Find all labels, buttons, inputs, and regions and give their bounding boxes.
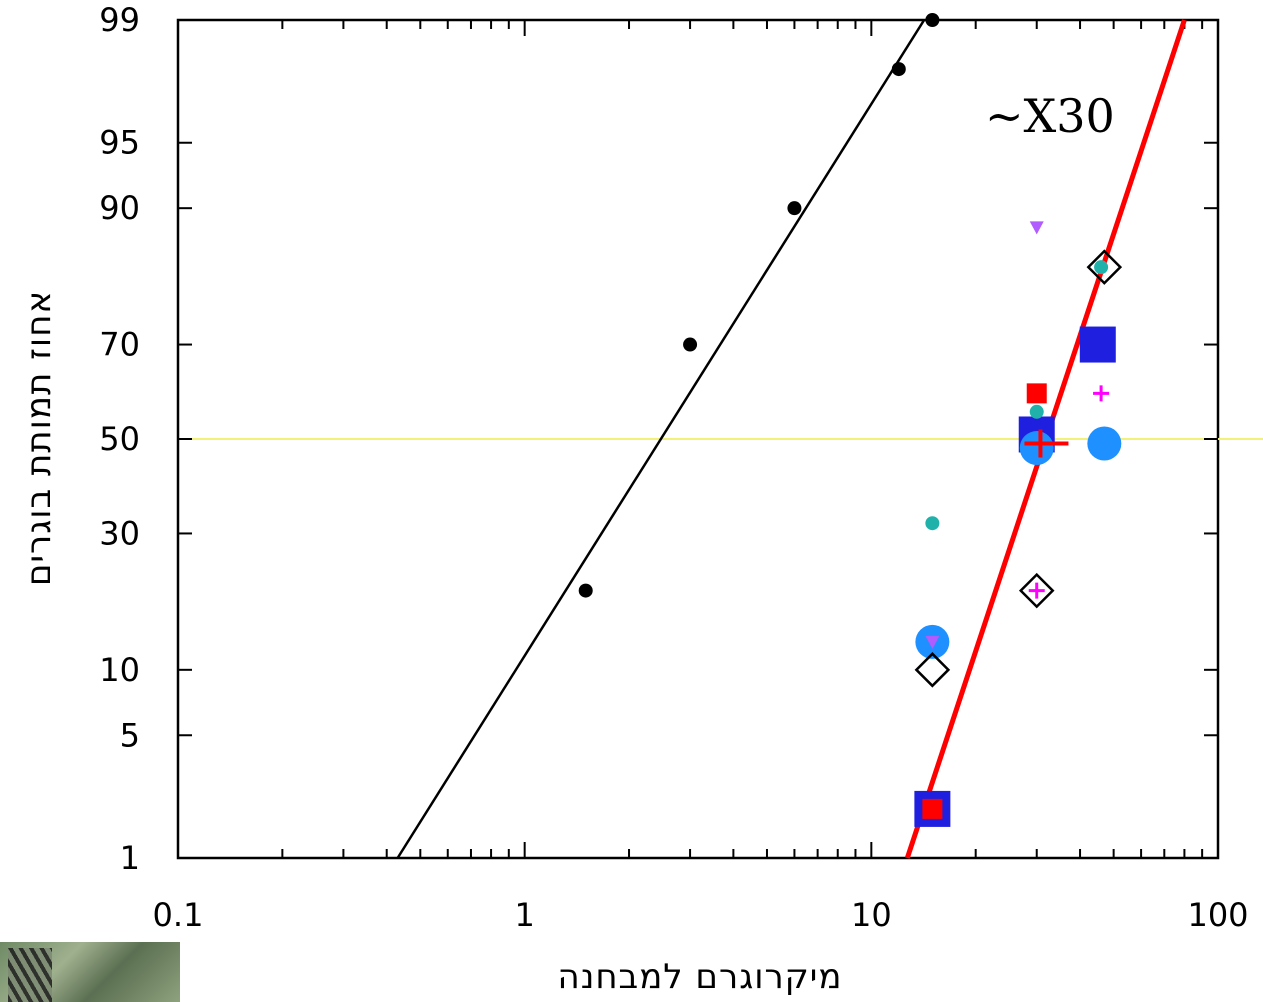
point-plus	[1028, 582, 1045, 599]
x-tick-label: 0.1	[153, 896, 204, 934]
point-diamond	[914, 652, 951, 688]
point-circle-small	[925, 13, 940, 27]
point-circle-small	[925, 516, 940, 531]
point-square-small	[1026, 383, 1047, 404]
point-square	[1079, 326, 1116, 363]
y-tick-label: 90	[99, 189, 140, 227]
tick-labels: 0.1 1 10 100 1 5 10 30 50 70 90 95 99	[99, 1, 1248, 934]
y-tick-label: 10	[99, 651, 140, 689]
point-circle-small	[578, 583, 593, 598]
point-diamond	[1086, 249, 1123, 285]
point-plus	[1093, 385, 1110, 402]
fit-line-susceptible	[396, 19, 926, 859]
y-tick-label: 1	[120, 839, 140, 877]
point-triangle-down	[925, 635, 940, 649]
annotation-x30: ~X30	[985, 89, 1115, 143]
y-axis-label: אחוז תמותת בוגרים	[19, 290, 59, 586]
insect-photo	[0, 942, 180, 1002]
y-tick-label: 50	[99, 420, 140, 458]
point-plus-large	[1024, 429, 1069, 458]
y-tick-label: 30	[99, 514, 140, 552]
point-circle-small	[891, 62, 906, 77]
y-tick-label: 70	[99, 326, 140, 364]
y-tick-label: 95	[99, 124, 140, 162]
point-circle-small	[683, 337, 698, 352]
x-tick-label: 100	[1187, 896, 1248, 934]
y-tick-label: 5	[120, 716, 140, 754]
point-square-small	[922, 798, 943, 819]
x-tick-label: 1	[514, 896, 534, 934]
axis-ticks	[178, 20, 1218, 858]
point-circle-small	[787, 201, 802, 216]
y-tick-label: 99	[99, 1, 140, 39]
point-circle-small	[1094, 260, 1109, 275]
point-circle	[1019, 431, 1054, 466]
point-diamond	[1018, 572, 1055, 609]
x-tick-label: 10	[851, 896, 892, 934]
data-points	[578, 13, 1123, 827]
x-axis-label: מיקרוגרם למבחנה	[558, 957, 843, 997]
point-circle-small	[1029, 404, 1044, 419]
point-circle	[1087, 426, 1122, 461]
point-triangle-down	[1029, 221, 1044, 235]
